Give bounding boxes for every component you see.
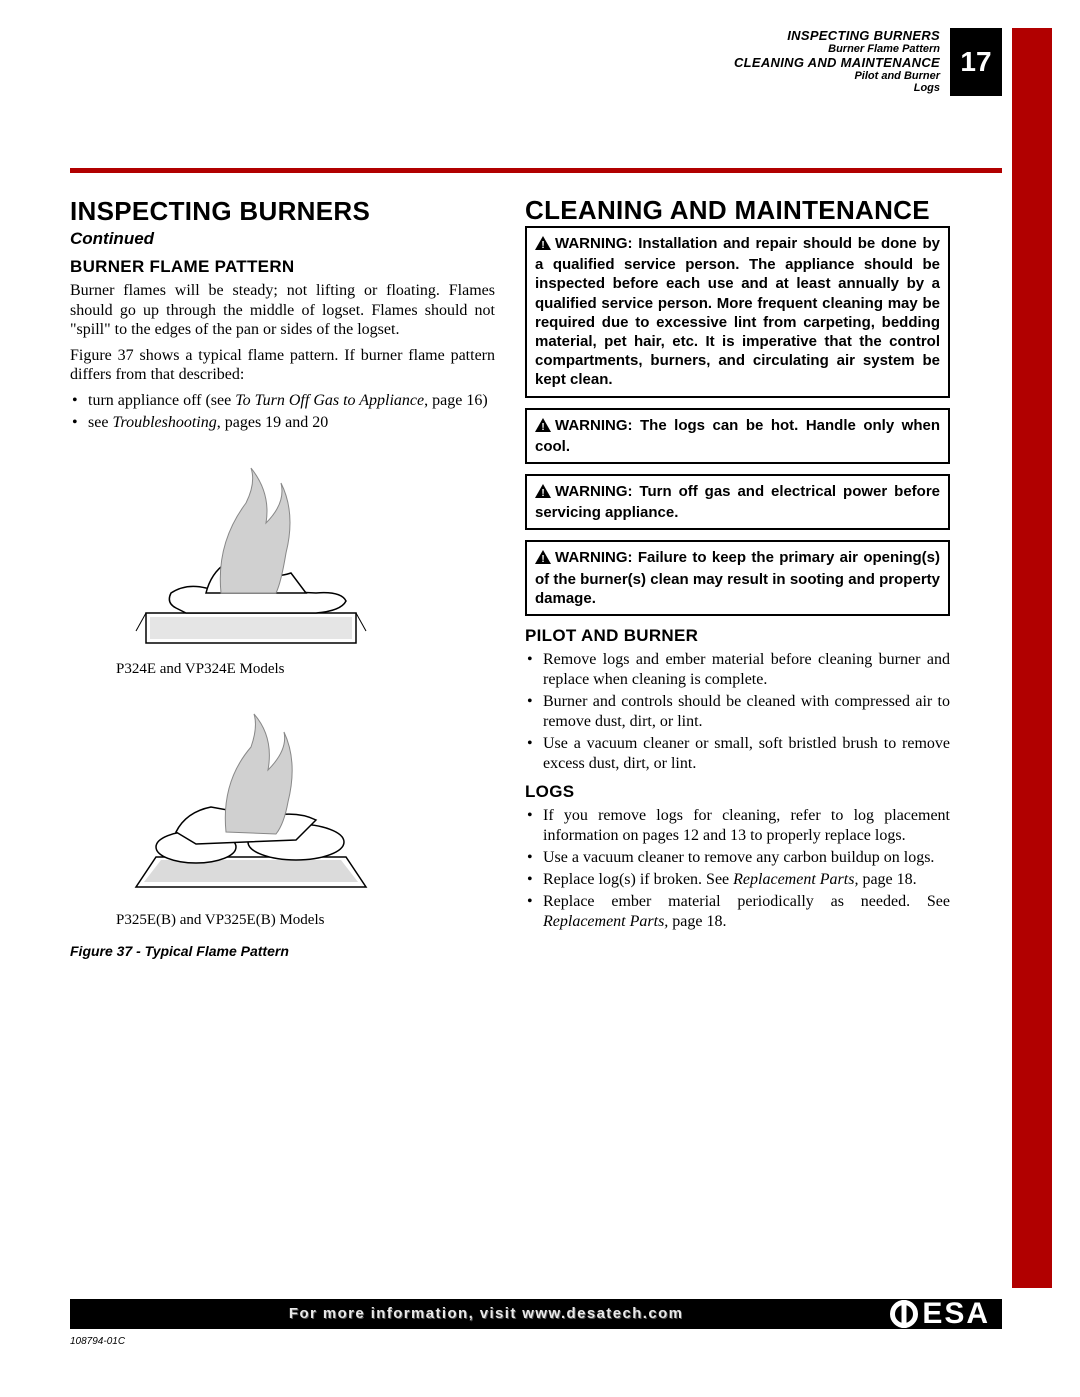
- desa-logo: ESA: [890, 1297, 990, 1331]
- b2-it: Troubleshooting: [112, 414, 216, 431]
- warning-text-1: WARNING: Installation and repair should …: [535, 235, 940, 388]
- b2-pre: see: [88, 414, 112, 431]
- logs-bullet-1: If you remove logs for cleaning, refer t…: [525, 806, 950, 846]
- b1-pre: turn appliance off (see: [88, 392, 235, 409]
- svg-text:!: !: [541, 554, 544, 564]
- page-number: 17: [950, 28, 1002, 96]
- svg-text:!: !: [541, 422, 544, 432]
- right-subhead-pilot: PILOT AND BURNER: [525, 626, 950, 646]
- flame-logs-illustration-1: [116, 453, 386, 651]
- flame-logs-illustration-2: [116, 692, 386, 902]
- b1-it: To Turn Off Gas to Appliance: [235, 392, 424, 409]
- warning-icon: !: [535, 418, 551, 437]
- lb4-post: page 18.: [668, 913, 726, 930]
- warning-box-4: !WARNING: Failure to keep the primary ai…: [525, 540, 950, 616]
- header-line-2: Burner Flame Pattern: [734, 43, 940, 55]
- lb3-post: page 18.: [858, 871, 916, 888]
- pilot-bullet-list: Remove logs and ember material before cl…: [525, 650, 950, 774]
- right-title: CLEANING AND MAINTENANCE: [525, 196, 950, 224]
- lb3-it: Replacement Parts,: [733, 871, 858, 888]
- left-title: INSPECTING BURNERS: [70, 196, 495, 227]
- warning-box-3: !WARNING: Turn off gas and electrical po…: [525, 474, 950, 530]
- lb3-pre: Replace log(s) if broken. See: [543, 871, 733, 888]
- b2-post: , pages 19 and 20: [217, 414, 329, 431]
- left-column: INSPECTING BURNERS Continued BURNER FLAM…: [70, 196, 495, 963]
- document-code: 108794-01C: [70, 1336, 125, 1347]
- logs-bullet-4: Replace ember material periodically as n…: [525, 892, 950, 932]
- figure-caption: Figure 37 - Typical Flame Pattern: [70, 943, 495, 959]
- header-line-1: INSPECTING BURNERS: [734, 28, 940, 43]
- right-subhead-logs: LOGS: [525, 782, 950, 802]
- pilot-bullet-3: Use a vacuum cleaner or small, soft bris…: [525, 734, 950, 774]
- pilot-bullet-1: Remove logs and ember material before cl…: [525, 650, 950, 690]
- left-subhead-1: BURNER FLAME PATTERN: [70, 257, 495, 277]
- left-bullet-1: turn appliance off (see To Turn Off Gas …: [70, 391, 495, 411]
- figure-image-2: [116, 692, 386, 902]
- right-column: CLEANING AND MAINTENANCE !WARNING: Insta…: [525, 196, 950, 963]
- warning-box-2: !WARNING: The logs can be hot. Handle on…: [525, 408, 950, 464]
- warning-text-4: WARNING: Failure to keep the primary air…: [535, 549, 940, 606]
- b1-post: , page 16): [424, 392, 488, 409]
- footer-text: For more information, visit www.desatech…: [289, 1305, 683, 1322]
- left-bullet-list-1: turn appliance off (see To Turn Off Gas …: [70, 391, 495, 433]
- header-line-4: Pilot and Burner: [734, 70, 940, 82]
- figure-label-2: P325E(B) and VP325E(B) Models: [116, 912, 495, 929]
- continued-label: Continued: [70, 229, 495, 249]
- warning-icon: !: [535, 550, 551, 569]
- footer-bar: For more information, visit www.desatech…: [70, 1299, 1002, 1329]
- logo-o-icon: [890, 1300, 918, 1328]
- page: INSPECTING BURNERS Burner Flame Pattern …: [0, 0, 1080, 1397]
- logo-text: ESA: [922, 1297, 990, 1331]
- figure-label-1: P324E and VP324E Models: [116, 661, 495, 678]
- content-columns: INSPECTING BURNERS Continued BURNER FLAM…: [70, 196, 950, 963]
- logs-bullet-2: Use a vacuum cleaner to remove any carbo…: [525, 848, 950, 868]
- warning-text-2: WARNING: The logs can be hot. Handle onl…: [535, 417, 940, 455]
- red-side-gutter: [1012, 28, 1052, 1288]
- warning-icon: !: [535, 236, 551, 255]
- left-paragraph-2: Figure 37 shows a typical flame pattern.…: [70, 346, 495, 385]
- svg-text:!: !: [541, 240, 544, 250]
- lb4-pre: Replace ember material periodically as n…: [543, 893, 950, 910]
- svg-text:!: !: [541, 488, 544, 498]
- page-header: INSPECTING BURNERS Burner Flame Pattern …: [734, 28, 1002, 96]
- warning-box-1: !WARNING: Installation and repair should…: [525, 226, 950, 398]
- figure-image-1: [116, 453, 386, 651]
- header-text-block: INSPECTING BURNERS Burner Flame Pattern …: [734, 28, 950, 94]
- header-line-5: Logs: [734, 82, 940, 94]
- figure-block: P324E and VP324E Models P325E(B) and VP3…: [70, 439, 495, 963]
- warning-icon: !: [535, 484, 551, 503]
- logs-bullet-list: If you remove logs for cleaning, refer t…: [525, 806, 950, 932]
- logs-bullet-3: Replace log(s) if broken. See Replacemen…: [525, 870, 950, 890]
- red-rule: [70, 168, 1002, 173]
- left-paragraph-1: Burner flames will be steady; not liftin…: [70, 281, 495, 340]
- pilot-bullet-2: Burner and controls should be cleaned wi…: [525, 692, 950, 732]
- header-line-3: CLEANING AND MAINTENANCE: [734, 55, 940, 70]
- lb4-it: Replacement Parts,: [543, 913, 668, 930]
- left-bullet-2: see Troubleshooting, pages 19 and 20: [70, 413, 495, 433]
- warning-text-3: WARNING: Turn off gas and electrical pow…: [535, 483, 940, 521]
